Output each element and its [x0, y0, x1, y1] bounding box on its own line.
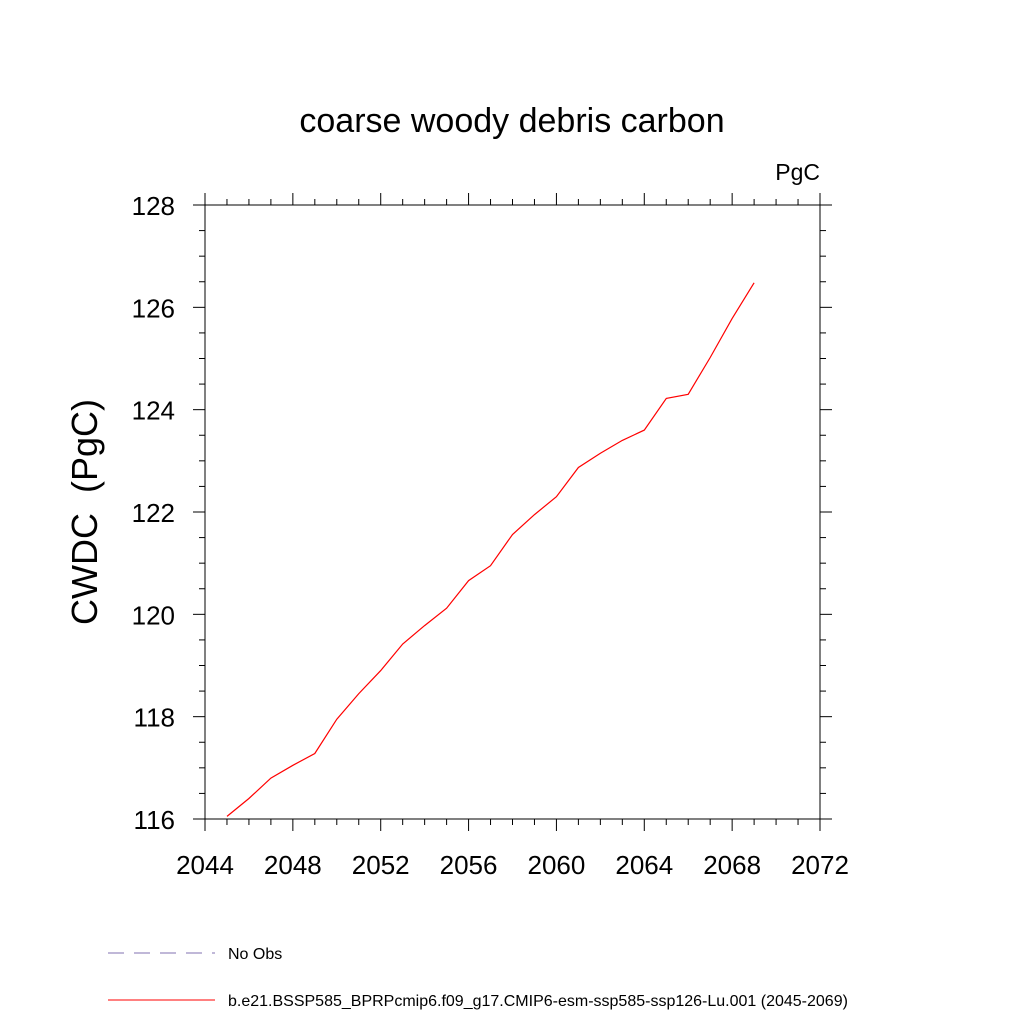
y-axis-label: CWDC (PgC) — [64, 399, 105, 625]
x-tick-label: 2060 — [528, 850, 586, 880]
units-label: PgC — [775, 159, 820, 185]
x-tick-label: 2044 — [176, 850, 234, 880]
y-tick-label: 120 — [132, 600, 175, 630]
plot-area: 2044 2048 2052 2056 2060 2064 2068 2072 116 118 12… — [132, 191, 849, 880]
x-tick-label: 2064 — [615, 850, 673, 880]
y-tick-label: 116 — [134, 805, 175, 835]
legend-label: b.e21.BSSP585_BPRPcmip6.f09_g17.CMIP6-es… — [228, 993, 848, 1010]
y-tick-label: 118 — [134, 703, 175, 733]
y-tick-label: 126 — [132, 293, 175, 323]
plot-frame — [204, 204, 821, 820]
series-line — [226, 282, 755, 817]
x-tick-label: 2072 — [791, 850, 849, 880]
x-tick-label: 2068 — [703, 850, 761, 880]
y-tick-label: 128 — [132, 191, 175, 221]
legend: No Obs b.e21.BSSP585_BPRPcmip6.f09_g17.CM… — [108, 946, 848, 1010]
y-tick-label: 124 — [132, 396, 175, 426]
chart-title: coarse woody debris carbon — [299, 102, 724, 140]
legend-label: No Obs — [228, 946, 282, 963]
x-tick-label: 2056 — [440, 850, 498, 880]
x-tick-label: 2048 — [264, 850, 322, 880]
x-tick-label: 2052 — [352, 850, 410, 880]
y-tick-label: 122 — [132, 498, 175, 528]
